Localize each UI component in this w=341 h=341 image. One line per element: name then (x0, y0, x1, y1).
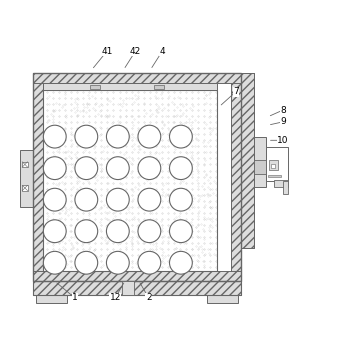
Circle shape (106, 188, 129, 211)
Circle shape (169, 157, 192, 180)
Bar (241, 73, 254, 248)
Bar (22, 185, 28, 191)
Bar (22, 162, 28, 167)
Bar (33, 73, 43, 281)
Bar (268, 175, 281, 177)
Circle shape (43, 251, 66, 274)
Text: 42: 42 (130, 47, 141, 56)
Bar (43, 83, 218, 90)
Text: 7: 7 (233, 87, 239, 96)
Circle shape (75, 157, 98, 180)
Circle shape (43, 157, 66, 180)
Text: 4: 4 (159, 47, 165, 56)
Circle shape (75, 251, 98, 274)
Bar (33, 281, 241, 295)
Bar (266, 147, 288, 181)
Circle shape (75, 188, 98, 211)
Bar (33, 271, 241, 281)
Bar (154, 85, 164, 89)
Text: 2: 2 (146, 294, 151, 302)
Bar (19, 150, 33, 207)
Text: 9: 9 (280, 117, 286, 127)
Circle shape (138, 220, 161, 242)
Circle shape (106, 157, 129, 180)
Bar (43, 90, 218, 271)
Bar (231, 73, 241, 281)
Circle shape (169, 220, 192, 242)
Bar (207, 295, 238, 303)
Circle shape (106, 220, 129, 242)
Bar (271, 164, 275, 168)
Circle shape (75, 125, 98, 148)
Bar (33, 73, 241, 83)
Circle shape (138, 157, 161, 180)
Bar (122, 281, 134, 295)
Text: 10: 10 (277, 136, 288, 145)
Circle shape (75, 220, 98, 242)
Bar (254, 160, 266, 174)
Bar (275, 180, 288, 187)
Bar (241, 73, 254, 248)
Circle shape (169, 188, 192, 211)
Bar (283, 181, 288, 194)
Circle shape (138, 125, 161, 148)
Circle shape (169, 125, 192, 148)
Text: 8: 8 (280, 106, 286, 115)
Circle shape (169, 251, 192, 274)
Circle shape (138, 251, 161, 274)
Text: 1: 1 (72, 294, 78, 302)
Circle shape (43, 220, 66, 242)
Circle shape (106, 125, 129, 148)
Text: 12: 12 (109, 294, 121, 302)
Bar (43, 90, 218, 271)
Bar (269, 160, 278, 170)
Bar (33, 73, 241, 281)
Text: 41: 41 (101, 47, 113, 56)
Circle shape (138, 188, 161, 211)
Bar (36, 295, 66, 303)
Bar (254, 137, 266, 187)
Circle shape (106, 251, 129, 274)
Bar (90, 85, 100, 89)
Circle shape (43, 125, 66, 148)
Circle shape (43, 188, 66, 211)
Bar (33, 281, 241, 295)
